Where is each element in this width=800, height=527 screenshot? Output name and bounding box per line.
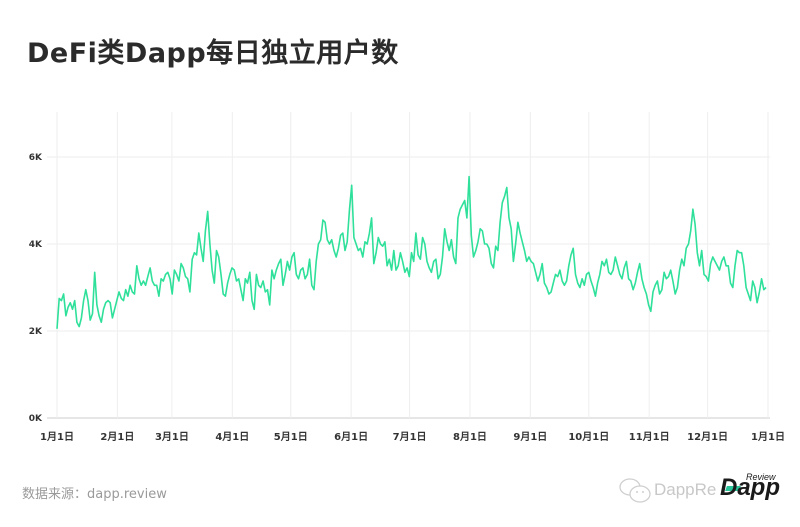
x-tick-label: 9月1日 xyxy=(513,431,547,443)
logo-review-text: Review xyxy=(746,472,776,482)
x-tick-label: 1月1日 xyxy=(751,431,785,443)
x-tick-label: 12月1日 xyxy=(687,431,728,443)
x-tick-label: 7月1日 xyxy=(393,431,427,443)
y-tick-label: 4K xyxy=(29,240,43,250)
x-tick-label: 10月1日 xyxy=(568,431,609,443)
x-tick-label: 8月1日 xyxy=(453,431,487,443)
page-title: DeFi类Dapp每日独立用户数 xyxy=(27,38,399,69)
x-tick-label: 3月1日 xyxy=(155,431,189,443)
x-tick-label: 4月1日 xyxy=(215,431,249,443)
x-tick-label: 2月1日 xyxy=(100,431,134,443)
chart-grid xyxy=(47,112,770,419)
x-axis: 1月1日 2月1日 3月1日 4月1日 5月1日 6月1日 7月1日 8月1日 9月1日 10月1… xyxy=(40,431,785,443)
x-tick-label: 5月1日 xyxy=(274,431,308,443)
watermark: DappRe Dapp Review xyxy=(618,472,788,508)
x-tick-label: 6月1日 xyxy=(334,431,368,443)
watermark-text: DappRe xyxy=(654,480,717,499)
wechat-icon xyxy=(619,478,651,503)
dapp-review-logo: Dapp xyxy=(720,474,780,501)
data-source-note: 数据来源：dapp.review xyxy=(22,487,167,502)
y-tick-label: 2K xyxy=(29,327,43,337)
x-tick-label: 11月1日 xyxy=(629,431,670,443)
y-tick-label: 6K xyxy=(29,153,43,163)
x-tick-label: 1月1日 xyxy=(40,431,74,443)
series-line xyxy=(56,175,767,329)
y-tick-label: 0K xyxy=(29,414,43,424)
y-axis: 0K 2K 4K 6K xyxy=(29,153,43,424)
